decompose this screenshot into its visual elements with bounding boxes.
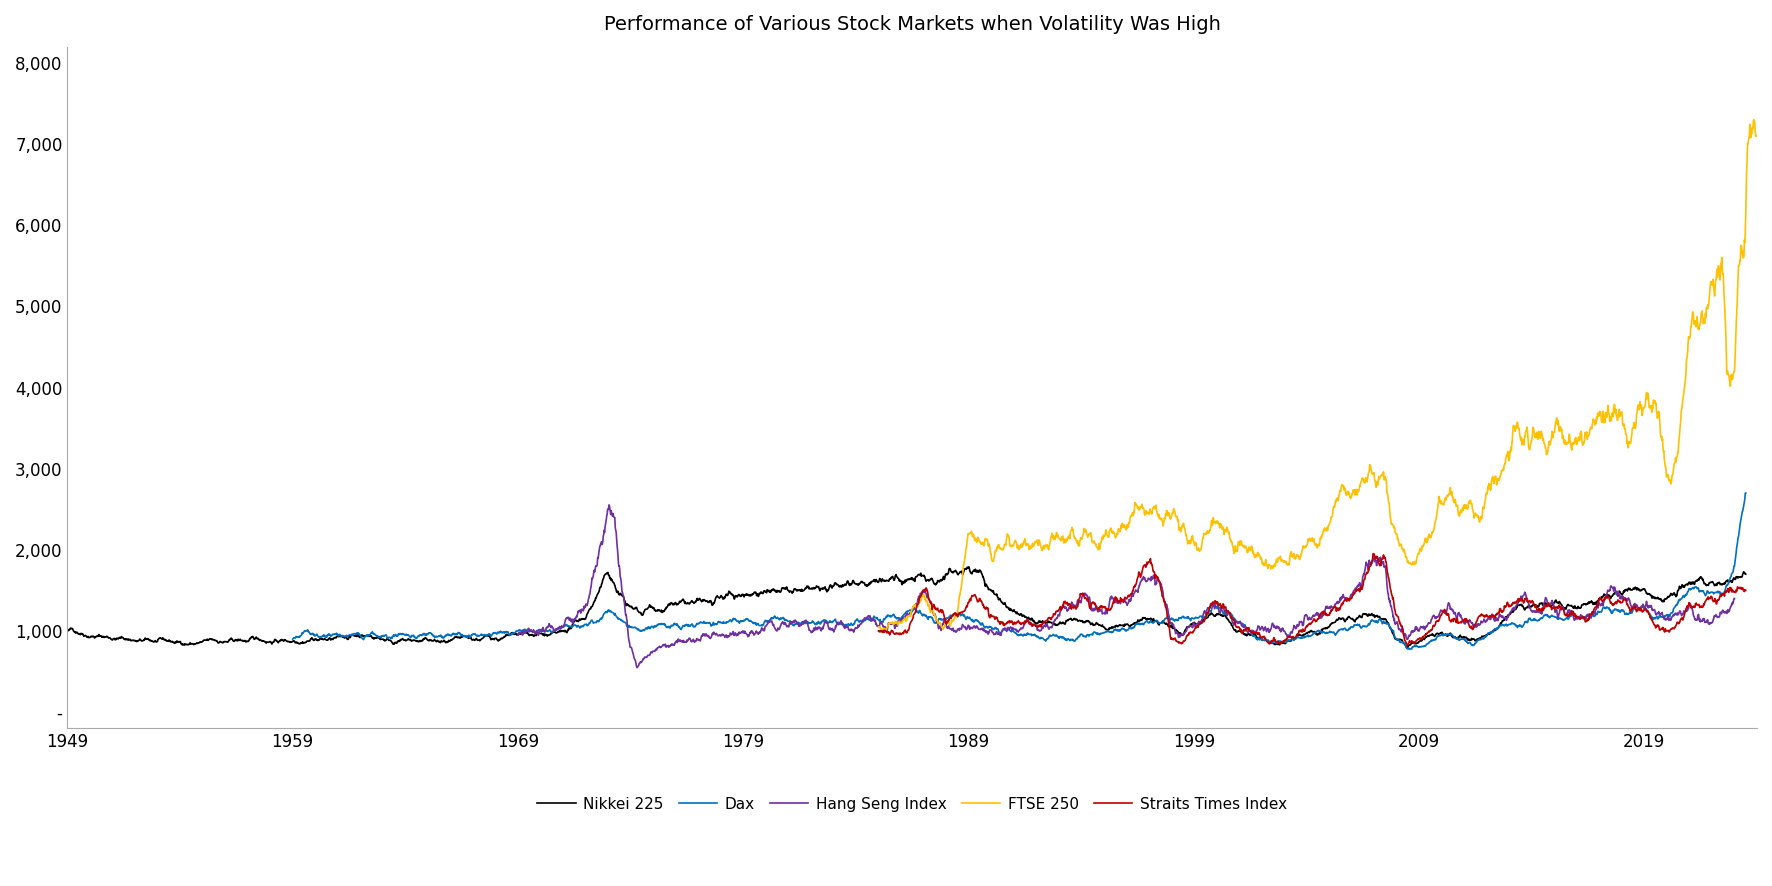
FTSE 250 xyxy=(868,622,890,633)
FTSE 250 xyxy=(1265,558,1286,569)
FTSE 250 xyxy=(1209,519,1230,530)
Nikkei 225 xyxy=(241,632,262,642)
Nikkei 225 xyxy=(959,562,980,572)
FTSE 250 xyxy=(1492,466,1513,477)
Nikkei 225 xyxy=(934,573,955,584)
Dax xyxy=(1735,487,1756,498)
Nikkei 225 xyxy=(1313,624,1334,634)
Hang Seng Index xyxy=(1161,619,1182,630)
FTSE 250 xyxy=(870,626,891,636)
Dax xyxy=(1671,593,1692,603)
Hang Seng Index xyxy=(507,630,528,641)
Dax xyxy=(1735,487,1756,498)
Line: Straits Times Index: Straits Times Index xyxy=(879,554,1745,646)
Nikkei 225 xyxy=(57,626,78,636)
Line: Nikkei 225: Nikkei 225 xyxy=(67,567,1745,648)
Nikkei 225 xyxy=(1396,642,1418,653)
Straits Times Index xyxy=(1726,587,1747,598)
Hang Seng Index xyxy=(982,627,1003,638)
Nikkei 225 xyxy=(392,633,413,644)
Line: Dax: Dax xyxy=(292,493,1745,649)
FTSE 250 xyxy=(1747,130,1768,141)
Hang Seng Index xyxy=(1198,602,1219,613)
Straits Times Index xyxy=(868,626,890,636)
Hang Seng Index xyxy=(1724,594,1745,604)
FTSE 250 xyxy=(1733,253,1754,263)
Hang Seng Index xyxy=(626,662,647,672)
Straits Times Index xyxy=(1501,600,1522,610)
Dax xyxy=(1402,644,1423,655)
Hang Seng Index xyxy=(1662,610,1683,621)
Straits Times Index xyxy=(1065,602,1086,613)
FTSE 250 xyxy=(1618,442,1639,453)
Straits Times Index xyxy=(1363,548,1384,559)
Straits Times Index xyxy=(968,596,989,607)
Nikkei 225 xyxy=(1175,626,1196,636)
Straits Times Index xyxy=(1364,550,1386,561)
Dax xyxy=(1423,634,1444,645)
Legend: Nikkei 225, Dax, Hang Seng Index, FTSE 250, Straits Times Index: Nikkei 225, Dax, Hang Seng Index, FTSE 2… xyxy=(532,790,1294,818)
Hang Seng Index xyxy=(599,500,620,510)
Line: Hang Seng Index: Hang Seng Index xyxy=(517,505,1735,667)
Dax xyxy=(282,633,303,644)
Line: FTSE 250: FTSE 250 xyxy=(879,120,1758,631)
Dax xyxy=(1221,610,1242,621)
Nikkei 225 xyxy=(1735,569,1756,579)
FTSE 250 xyxy=(1744,114,1765,125)
Straits Times Index xyxy=(1735,585,1756,595)
FTSE 250 xyxy=(1214,525,1235,535)
Nikkei 225 xyxy=(1501,606,1522,617)
Straits Times Index xyxy=(1396,641,1418,651)
Straits Times Index xyxy=(1483,611,1504,622)
Dax xyxy=(842,619,863,630)
Hang Seng Index xyxy=(1313,610,1334,620)
Hang Seng Index xyxy=(755,621,776,632)
Dax xyxy=(633,625,654,635)
Dax xyxy=(1600,605,1621,616)
Title: Performance of Various Stock Markets when Volatility Was High: Performance of Various Stock Markets whe… xyxy=(604,15,1221,34)
